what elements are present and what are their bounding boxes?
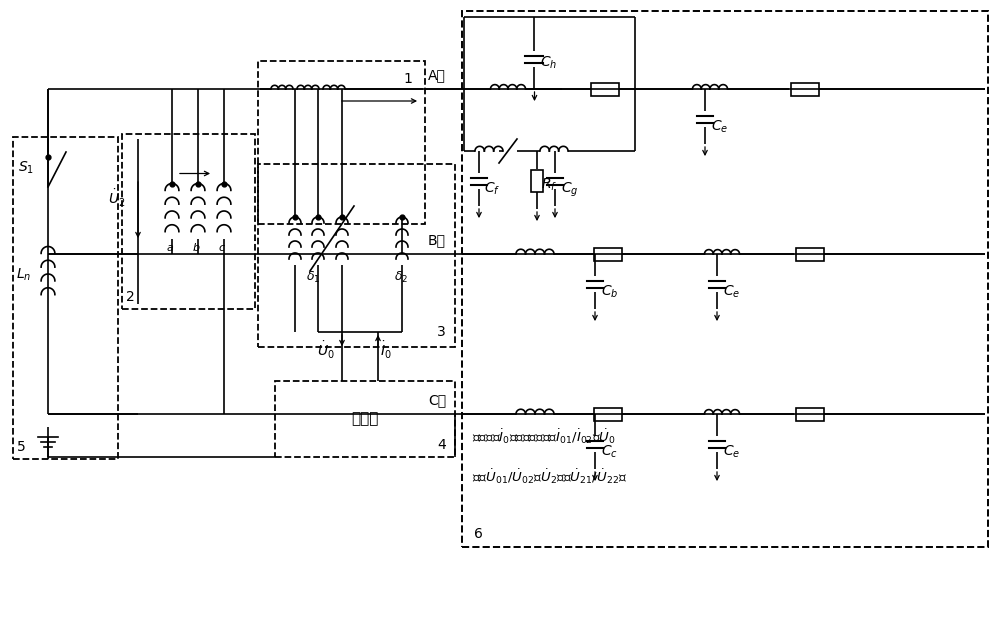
Text: $C_f$: $C_f$ [484, 181, 500, 197]
Text: $c$: $c$ [218, 243, 226, 253]
Text: $b$: $b$ [192, 241, 201, 253]
Text: A相: A相 [428, 68, 446, 82]
Text: B相: B相 [428, 233, 446, 247]
Text: 6: 6 [474, 527, 483, 541]
Text: 注：图中$\dot{I}_0$对应专利正文中$\dot{I}_{01}$/$\dot{I}_{02}$，$\dot{U}_0$: 注：图中$\dot{I}_0$对应专利正文中$\dot{I}_{01}$/$\d… [472, 427, 616, 446]
Text: $C_c$: $C_c$ [601, 444, 618, 461]
Bar [591, 82, 619, 95]
Text: $S_1$: $S_1$ [18, 160, 34, 176]
Bar [258, 164, 455, 347]
Bar [275, 381, 455, 457]
Text: $L_n$: $L_n$ [16, 267, 31, 284]
Text: $\delta_1$: $\delta_1$ [306, 270, 320, 285]
Bar [796, 407, 824, 420]
Text: 2: 2 [126, 290, 135, 304]
Bar [258, 61, 425, 224]
Text: $C_e$: $C_e$ [723, 444, 740, 461]
Text: 3: 3 [437, 325, 446, 339]
Text: 1: 1 [403, 72, 412, 86]
Bar [13, 137, 118, 459]
Text: $\dot{U}_0$: $\dot{U}_0$ [317, 340, 335, 361]
Text: 对应$\dot{U}_{01}$/$\dot{U}_{02}$，$\dot{U}_2$对应$\dot{U}_{21}$/$\dot{U}_{22}$。: 对应$\dot{U}_{01}$/$\dot{U}_{02}$，$\dot{U}… [472, 467, 627, 486]
Bar [796, 248, 824, 261]
Text: $R_f$: $R_f$ [541, 177, 557, 193]
Text: $C_g$: $C_g$ [561, 181, 579, 199]
Bar [791, 82, 819, 95]
Bar [594, 248, 622, 261]
Text: $\dot{U}_2$: $\dot{U}_2$ [108, 188, 126, 209]
Bar [462, 11, 988, 547]
Text: 4: 4 [437, 438, 446, 452]
Text: 5: 5 [17, 440, 26, 454]
Text: $\delta_2$: $\delta_2$ [394, 270, 408, 285]
Text: C相: C相 [428, 393, 446, 407]
Text: $C_h$: $C_h$ [540, 55, 558, 71]
Text: 测量仪: 测量仪 [351, 412, 379, 426]
Bar [531, 170, 543, 192]
Text: $C_b$: $C_b$ [601, 284, 618, 300]
Text: $a$: $a$ [166, 243, 174, 253]
Text: $C_e$: $C_e$ [711, 119, 728, 136]
Bar [594, 407, 622, 420]
Text: $C_e$: $C_e$ [723, 284, 740, 300]
Bar [122, 134, 255, 309]
Text: $\dot{I}_0$: $\dot{I}_0$ [380, 340, 392, 361]
